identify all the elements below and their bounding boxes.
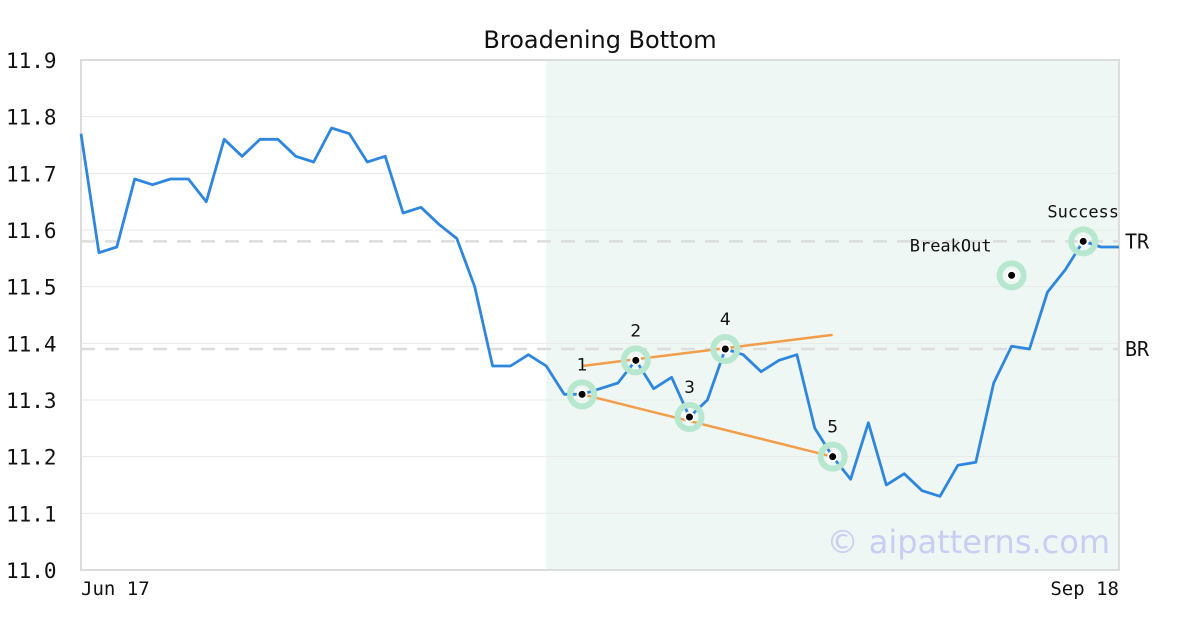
marker-dot-4 [719, 343, 731, 355]
marker-layer [567, 226, 1099, 472]
level-layer [81, 240, 1119, 351]
y-tick-label: 11.7 [6, 162, 57, 186]
background-layer [546, 60, 1119, 570]
pattern-highlight-region [546, 60, 1119, 570]
y-tick-label: 11.3 [6, 389, 57, 413]
trendline-lower [581, 393, 833, 458]
marker-dot-3 [683, 411, 695, 423]
point-label-1: 1 [577, 355, 588, 375]
marker-ring-success [1068, 226, 1099, 257]
y-tick-label: 11.8 [6, 106, 57, 130]
marker-ring-3 [674, 402, 705, 432]
point-label-success: Success [1047, 202, 1119, 222]
point-label-5: 5 [827, 418, 838, 438]
level-label-tr: TR [1125, 229, 1150, 253]
price-line [79, 126, 1119, 498]
y-tick-label: 11.2 [6, 446, 57, 470]
marker-dot-success [1077, 235, 1089, 247]
point-label-4: 4 [720, 310, 731, 330]
y-tick-label: 11.5 [6, 276, 57, 300]
marker-ring-2 [620, 345, 651, 376]
level-label-br: BR [1125, 337, 1150, 361]
marker-dot-2 [630, 354, 642, 366]
marker-ring-breakout [996, 260, 1027, 291]
marker-ring-5 [817, 441, 848, 472]
watermark: © aipatterns.com [827, 523, 1110, 561]
marker-ring-1 [567, 379, 598, 410]
y-tick-label: 11.0 [6, 559, 57, 583]
point-label-2: 2 [630, 321, 641, 341]
y-tick-label: 11.1 [6, 502, 57, 526]
chart-title: Broadening Bottom [483, 26, 716, 54]
series-layer [79, 126, 1119, 498]
y-tick-label: 11.9 [6, 49, 57, 73]
grid-layer [80, 59, 1120, 571]
plot-frame [80, 59, 1120, 571]
marker-dot-5 [827, 451, 839, 463]
y-tick-label: 11.4 [6, 332, 57, 356]
point-label-breakout: BreakOut [910, 236, 992, 256]
x-tick-end: Sep 18 [1050, 578, 1119, 600]
text-layer: Broadening Bottom Jun 17 Sep 18 © aipatt… [6, 26, 1150, 600]
point-label-3: 3 [684, 378, 695, 398]
marker-dot-breakout [1006, 269, 1018, 281]
marker-ring-4 [710, 334, 741, 364]
marker-dot-1 [576, 388, 588, 400]
x-tick-start: Jun 17 [81, 578, 150, 600]
y-tick-label: 11.6 [6, 219, 57, 243]
